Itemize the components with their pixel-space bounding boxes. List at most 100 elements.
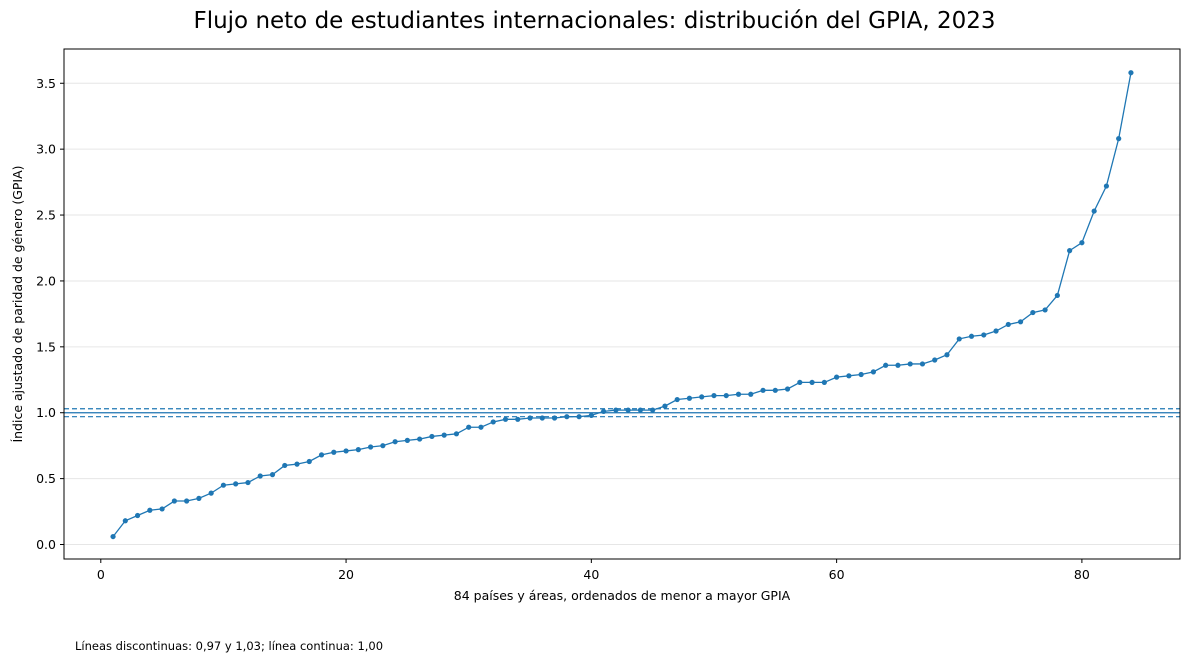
data-point xyxy=(306,458,312,465)
data-point xyxy=(613,407,619,413)
y-axis-label: Índice ajustado de paridad de género (GP… xyxy=(10,165,25,442)
data-point xyxy=(343,448,349,454)
data-point xyxy=(282,462,288,469)
data-point xyxy=(318,452,325,458)
y-axis-ticks: 0.0 0.5 1.0 1.5 2.0 2.5 3.0 3.5 xyxy=(36,76,64,552)
data-point xyxy=(625,407,631,413)
data-point xyxy=(601,408,607,415)
data-point xyxy=(453,431,460,437)
data-point xyxy=(490,419,496,425)
data-point xyxy=(171,498,177,504)
data-point xyxy=(159,506,165,512)
data-point xyxy=(294,461,300,467)
data-point xyxy=(760,387,766,393)
data-point xyxy=(883,362,889,368)
data-point xyxy=(993,328,999,334)
x-tick-label: 0 xyxy=(97,567,105,582)
data-point xyxy=(662,403,668,409)
data-point xyxy=(1030,309,1036,316)
data-point xyxy=(1116,136,1122,142)
reference-lines xyxy=(64,408,1180,418)
data-point xyxy=(981,332,987,338)
data-point xyxy=(208,490,214,496)
data-point xyxy=(797,379,803,386)
x-axis-label: 84 países y áreas, ordenados de menor a … xyxy=(454,588,791,603)
data-point xyxy=(184,498,190,504)
grid-layer xyxy=(64,82,1180,546)
data-point xyxy=(834,374,840,380)
data-point xyxy=(932,357,938,363)
data-point xyxy=(551,415,558,421)
data-point xyxy=(772,387,778,393)
y-tick-label: 2.0 xyxy=(36,273,56,288)
data-point xyxy=(919,361,926,367)
data-point xyxy=(956,336,962,342)
data-point xyxy=(650,407,656,413)
data-point xyxy=(576,414,582,420)
data-point xyxy=(380,443,386,449)
data-point xyxy=(196,495,202,501)
y-tick-label: 3.5 xyxy=(36,76,56,91)
data-point xyxy=(331,449,337,455)
data-point xyxy=(110,533,116,540)
data-point xyxy=(699,394,705,400)
y-tick-label: 3.0 xyxy=(36,142,56,157)
data-point xyxy=(870,369,877,375)
data-point xyxy=(748,391,754,397)
data-point xyxy=(1017,319,1024,325)
data-point xyxy=(637,407,643,413)
data-point xyxy=(784,386,791,392)
data-point xyxy=(735,391,742,397)
data-point xyxy=(441,432,447,438)
data-point xyxy=(269,472,276,478)
plot-frame xyxy=(63,48,1181,560)
data-point xyxy=(588,412,594,418)
data-point xyxy=(466,424,472,430)
data-point xyxy=(895,362,901,368)
data-point xyxy=(539,415,545,421)
data-point xyxy=(944,352,950,358)
data-point xyxy=(478,424,484,430)
data-point xyxy=(1042,307,1048,313)
data-point xyxy=(1005,321,1011,328)
series-line xyxy=(112,72,1132,537)
chart-title: Flujo neto de estudiantes internacionale… xyxy=(193,8,996,34)
x-tick-label: 40 xyxy=(583,567,599,582)
y-tick-label: 2.5 xyxy=(36,208,56,223)
data-point xyxy=(147,507,153,513)
data-point xyxy=(1054,292,1060,299)
data-point xyxy=(502,416,509,422)
data-point xyxy=(245,479,251,486)
data-point xyxy=(220,482,227,488)
data-point xyxy=(527,415,533,421)
data-point xyxy=(515,416,521,422)
data-point xyxy=(711,392,717,399)
data-point xyxy=(1067,248,1073,254)
data-point xyxy=(429,433,435,440)
series-layer xyxy=(110,70,1134,540)
data-point xyxy=(1091,208,1097,214)
y-tick-label: 0.5 xyxy=(36,471,56,486)
data-point xyxy=(821,379,827,386)
data-point xyxy=(564,414,570,420)
data-point xyxy=(809,379,815,386)
x-axis-ticks: 0 20 40 60 80 xyxy=(97,559,1090,582)
data-point xyxy=(367,444,374,450)
data-point xyxy=(1103,183,1110,189)
data-point xyxy=(355,447,361,453)
data-point xyxy=(846,373,852,379)
data-point xyxy=(674,396,680,403)
x-tick-label: 60 xyxy=(829,567,845,582)
data-point xyxy=(134,512,141,519)
x-tick-label: 80 xyxy=(1074,567,1090,582)
data-point xyxy=(233,481,239,487)
y-tick-label: 0.0 xyxy=(36,537,56,552)
data-point xyxy=(686,395,693,401)
data-point xyxy=(1079,240,1085,246)
data-point xyxy=(907,361,913,367)
data-point xyxy=(257,473,263,479)
data-point xyxy=(968,333,975,339)
data-point xyxy=(392,439,398,445)
data-point xyxy=(404,437,410,443)
y-tick-label: 1.0 xyxy=(36,405,56,420)
